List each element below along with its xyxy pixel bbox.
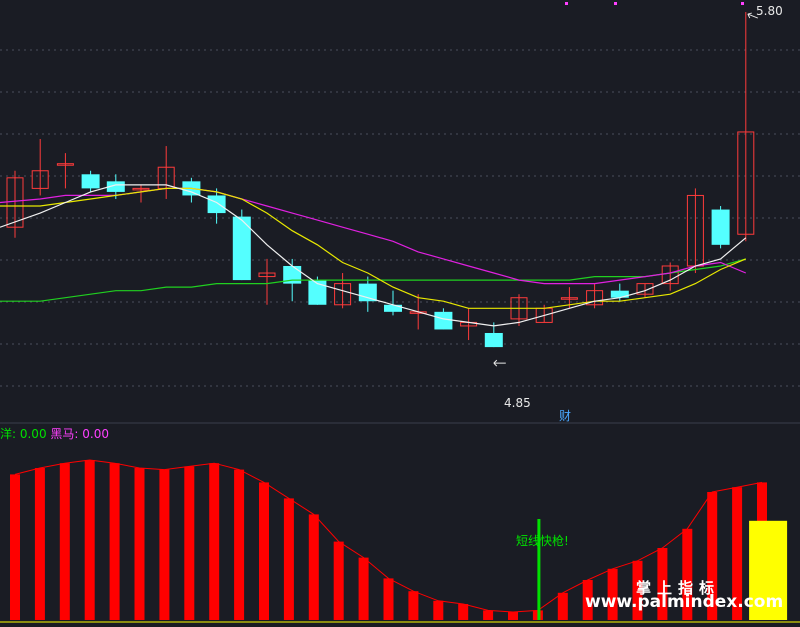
top-mark-1 [614, 2, 617, 5]
financial-report-mark: 财 [559, 409, 572, 423]
candle-body-17 [434, 311, 453, 330]
signal-label: 短线快枪! [516, 534, 569, 548]
indicator-bar-13 [333, 541, 344, 620]
indicator-line [14, 459, 763, 613]
candle-body-15 [384, 304, 402, 312]
candle-body-3 [81, 174, 100, 189]
moving-averages [0, 184, 747, 327]
candle-body-5 [132, 187, 150, 191]
indicator-bars [10, 2, 788, 620]
top-mark-0 [565, 2, 568, 5]
indicator-bar-19 [483, 610, 494, 620]
indicator-bar-4 [109, 463, 120, 620]
indicator-bar-25 [632, 560, 643, 620]
indicator-bar-8 [209, 463, 220, 620]
indicator-bar-11 [283, 498, 294, 620]
candle-body-2 [56, 163, 74, 166]
indicator-bar-7 [184, 466, 195, 620]
indicator-magenta-value: 黑马: 0.00 [50, 427, 109, 441]
indicator-bar-2 [59, 463, 70, 620]
indicator-bar-15 [383, 578, 394, 620]
candle-body-11 [283, 265, 302, 284]
indicator-bar-14 [358, 557, 369, 620]
candle-body-0 [6, 177, 24, 228]
indicator-yellow-bar [749, 520, 788, 620]
indicator-bar-16 [408, 591, 419, 620]
indicator-bar-18 [458, 604, 469, 620]
top-mark-2 [741, 2, 744, 5]
indicator-bar-20 [508, 612, 518, 620]
indicator-green-value: 洋: 0.00 [0, 427, 47, 441]
candle-body-14 [358, 283, 377, 302]
candle-body-29 [737, 131, 755, 235]
watermark-cn: 掌上指标 [636, 579, 721, 597]
candlesticks [6, 12, 758, 367]
watermark-url: www.palmindex.com [585, 592, 784, 612]
indicator-bar-6 [159, 469, 170, 620]
ma-yellow-line [0, 187, 747, 309]
ma-white-line [0, 184, 747, 327]
indicator-bar-26 [657, 548, 668, 620]
candle-body-9 [232, 216, 251, 281]
indicator-bar-1 [34, 468, 45, 620]
price-max-label: 5.80 [756, 4, 783, 18]
indicator-bar-10 [259, 482, 269, 620]
candle-body-12 [308, 280, 327, 305]
ma-magenta-line [0, 187, 747, 285]
indicator-bar-3 [84, 460, 95, 620]
min-price-arrow [493, 359, 506, 367]
price-min-label: 4.85 [504, 396, 531, 410]
indicator-bar-23 [582, 580, 593, 620]
indicator-bar-27 [682, 528, 693, 620]
indicator-bar-12 [308, 514, 319, 620]
candle-body-23 [586, 290, 604, 306]
candle-body-22 [560, 297, 578, 300]
indicator-label: 洋: 0.00 黑马: 0.00 [0, 425, 109, 442]
candle-body-10 [258, 272, 276, 278]
indicator-bar-28 [707, 492, 718, 620]
indicator-bar-24 [607, 568, 618, 620]
indicator-bar-9 [234, 469, 245, 620]
candle-body-25 [636, 283, 654, 295]
candle-body-1 [31, 170, 49, 189]
candle-body-19 [484, 332, 503, 348]
candle-body-4 [106, 181, 125, 192]
max-price-arrow [747, 12, 758, 19]
indicator-bar-22 [557, 592, 568, 620]
indicator-bar-0 [10, 474, 20, 620]
indicator-bar-29 [732, 487, 743, 620]
candle-body-24 [610, 290, 629, 298]
indicator-bar-5 [134, 468, 145, 620]
indicator-bar-17 [433, 600, 444, 620]
candle-body-8 [207, 195, 226, 214]
candle-body-13 [334, 283, 352, 306]
candle-body-28 [711, 209, 730, 245]
candle-body-26 [661, 265, 679, 285]
grid-lines [0, 49, 800, 623]
